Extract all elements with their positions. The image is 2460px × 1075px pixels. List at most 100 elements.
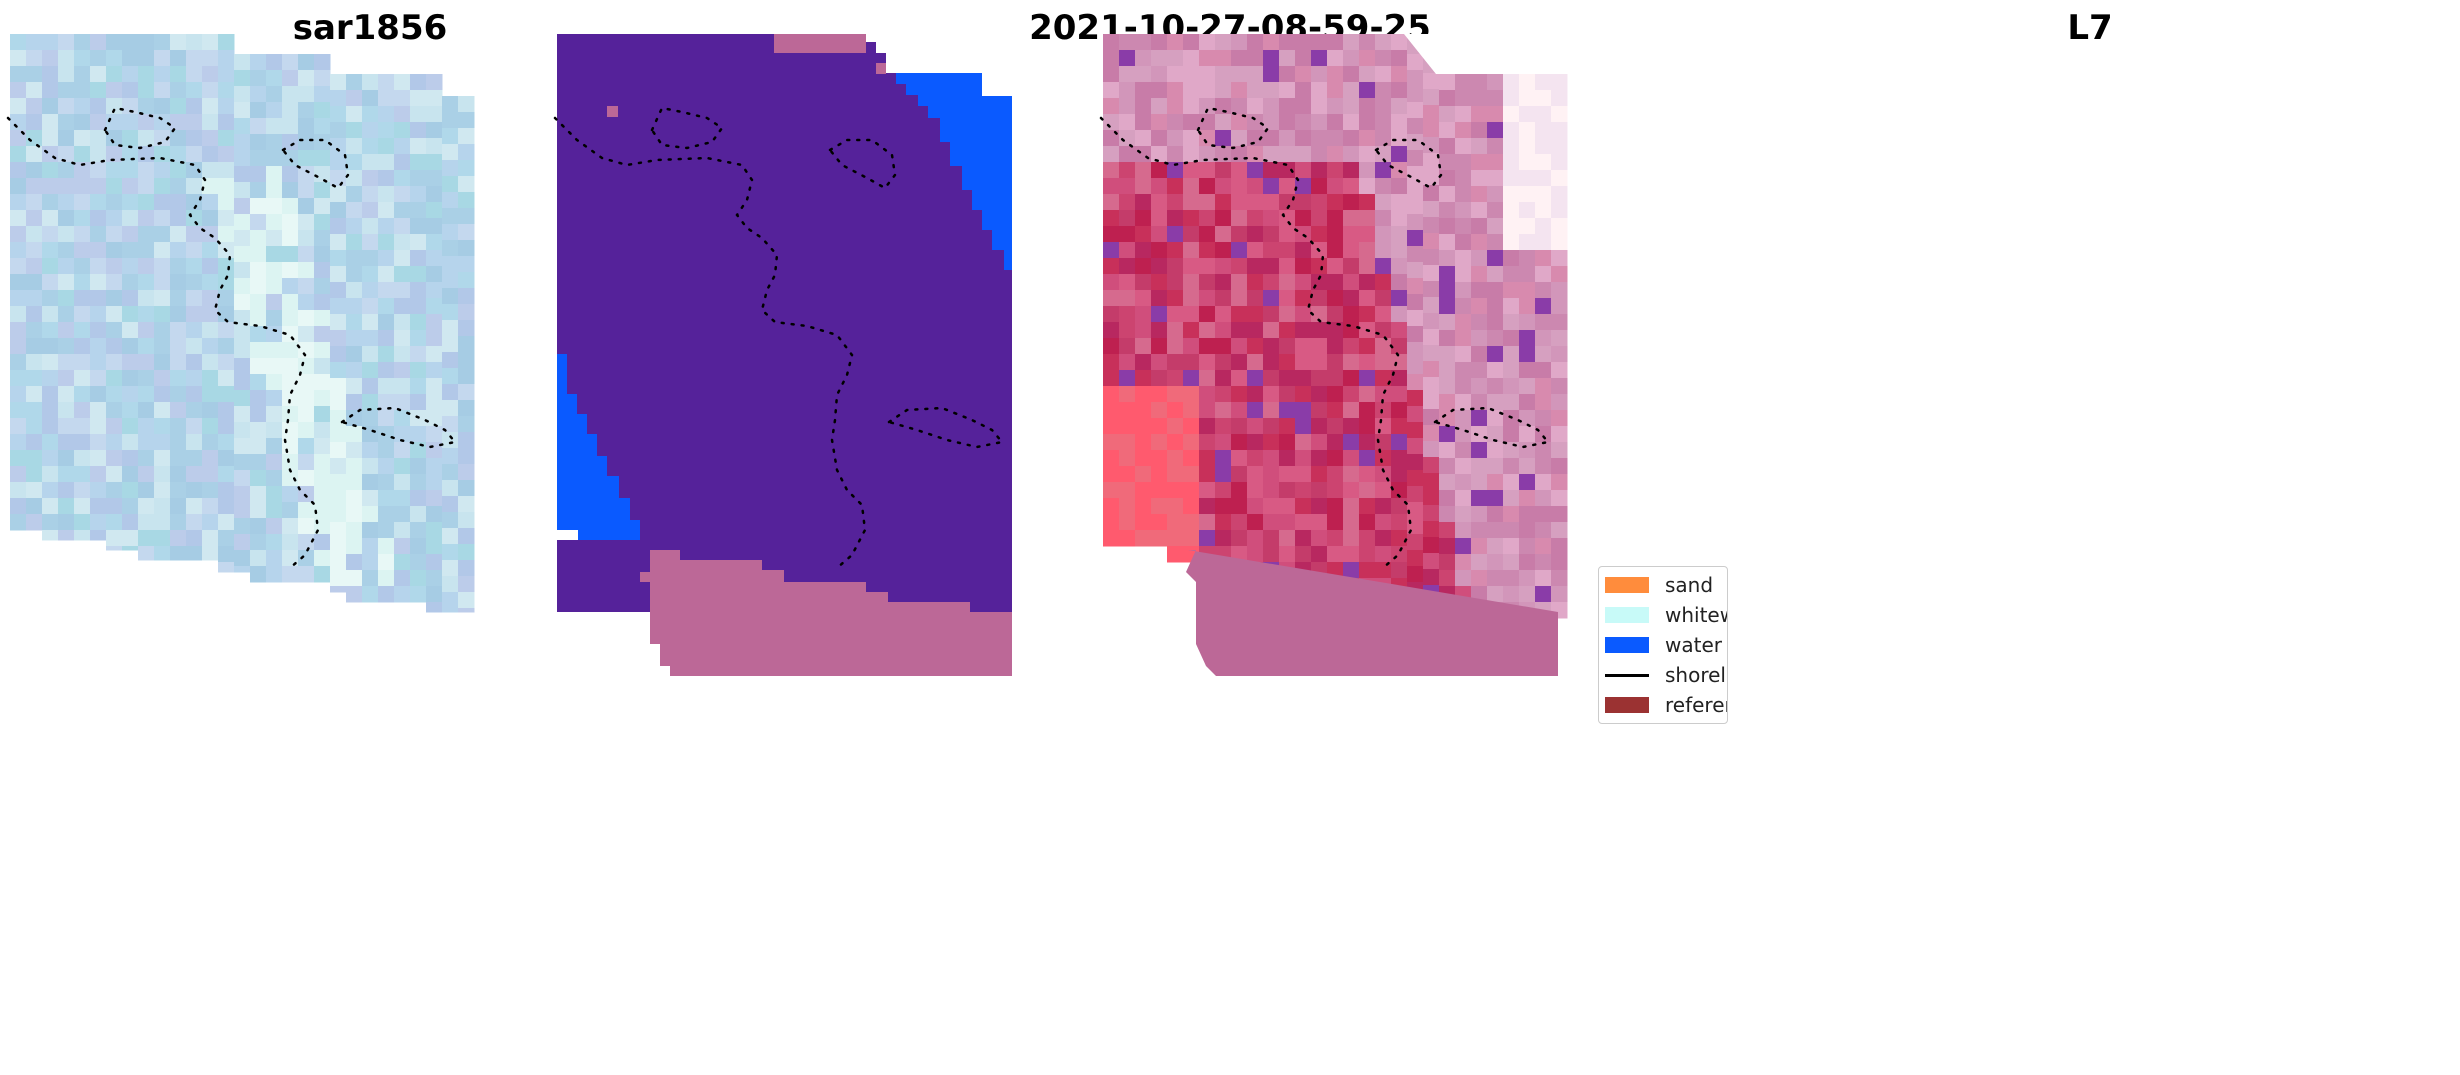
l7-pixel [1487, 538, 1504, 555]
sar-pixel [106, 546, 123, 551]
sar-pixel [154, 162, 171, 179]
l7-pixel [1135, 34, 1152, 51]
sar-pixel [218, 386, 235, 403]
l7-pixel [1263, 66, 1280, 83]
sar-pixel [170, 258, 187, 275]
sar-pixel [234, 390, 251, 407]
sar-pixel [90, 50, 107, 67]
sar-pixel [282, 262, 299, 279]
sar-pixel [394, 234, 411, 251]
l7-pixel [1247, 82, 1264, 99]
l7-pixel [1487, 74, 1504, 91]
l7-pixel [1199, 418, 1216, 435]
l7-pixel [1375, 274, 1392, 291]
l7-pixel [1343, 466, 1360, 483]
l7-pixel [1471, 170, 1488, 187]
l7-pixel [1279, 322, 1296, 339]
sar-pixel [394, 282, 411, 299]
sar-pixel [330, 122, 347, 139]
l7-pixel [1183, 82, 1200, 99]
l7-pixel [1135, 418, 1152, 435]
l7-pixel [1487, 282, 1504, 299]
l7-pixel [1423, 393, 1440, 410]
l7-pixel [1455, 570, 1472, 587]
l7-pixel [1167, 466, 1184, 483]
l7-pixel [1359, 546, 1376, 563]
sar-pixel [362, 298, 379, 315]
sar-pixel [378, 474, 395, 491]
l7-pixel [1343, 322, 1360, 339]
sar-pixel [442, 544, 459, 561]
l7-pixel [1391, 450, 1408, 467]
l7-pixel [1311, 34, 1328, 51]
sar-pixel [442, 144, 459, 161]
sar-pixel [90, 146, 107, 163]
sar-pixel [10, 226, 27, 243]
l7-pixel [1119, 162, 1136, 179]
sar-pixel [10, 50, 27, 67]
sar-pixel [106, 370, 123, 387]
sar-pixel [442, 352, 459, 369]
sar-pixel [10, 146, 27, 163]
sar-pixel [106, 434, 123, 451]
l7-pixel [1311, 50, 1328, 67]
l7-pixel [1119, 466, 1136, 483]
l7-pixel [1215, 370, 1232, 387]
l7-pixel [1455, 362, 1472, 379]
sar-pixel [282, 86, 299, 103]
sar-pixel [282, 550, 299, 567]
sar-pixel [266, 118, 283, 135]
l7-pixel [1471, 202, 1488, 219]
sar-pixel [458, 352, 475, 369]
l7-pixel [1199, 434, 1216, 451]
l7-pixel [1439, 410, 1456, 427]
l7-pixel [1359, 194, 1376, 211]
sar-pixel [426, 394, 443, 411]
l7-pixel [1295, 194, 1312, 211]
sar-pixel [138, 338, 155, 355]
l7-pixel [1263, 130, 1280, 147]
l7-pixel [1279, 402, 1296, 419]
sar-pixel [106, 194, 123, 211]
l7-pixel [1263, 226, 1280, 243]
l7-pixel [1183, 146, 1200, 163]
sar-pixel [138, 226, 155, 243]
l7-pixel [1551, 314, 1568, 331]
sar-pixel [458, 272, 475, 289]
sar-pixel [346, 314, 363, 331]
l7-pixel [1247, 210, 1264, 227]
l7-pixel [1231, 34, 1248, 51]
l7-pixel [1167, 290, 1184, 307]
sar-pixel [74, 210, 91, 227]
sar-pixel [378, 138, 395, 155]
sar-pixel [74, 50, 91, 67]
l7-pixel [1327, 370, 1344, 387]
sar-pixel [346, 490, 363, 507]
l7-pixel [1327, 98, 1344, 115]
l7-pixel [1455, 122, 1472, 139]
l7-pixel [1519, 106, 1536, 123]
l7-pixel [1295, 514, 1312, 531]
l7-pixel [1407, 294, 1424, 311]
l7-pixel [1151, 290, 1168, 307]
l7-pixel [1359, 162, 1376, 179]
sar-pixel [314, 358, 331, 375]
sar-pixel [90, 402, 107, 419]
sar-pixel [58, 402, 75, 419]
sar-pixel [250, 454, 267, 471]
sar-pixel [394, 410, 411, 427]
sar-pixel [186, 50, 203, 67]
l7-pixel [1167, 242, 1184, 259]
sar-pixel [106, 466, 123, 483]
sar-pixel [282, 502, 299, 519]
sar-pixel [202, 66, 219, 83]
l7-pixel [1503, 490, 1520, 507]
sar-pixel [410, 170, 427, 187]
l7-pixel [1487, 234, 1504, 251]
l7-pixel [1439, 346, 1456, 363]
l7-pixel [1215, 130, 1232, 147]
l7-pixel [1103, 50, 1120, 67]
sar-pixel [378, 250, 395, 267]
l7-pixel [1135, 386, 1152, 403]
sar-pixel [170, 146, 187, 163]
